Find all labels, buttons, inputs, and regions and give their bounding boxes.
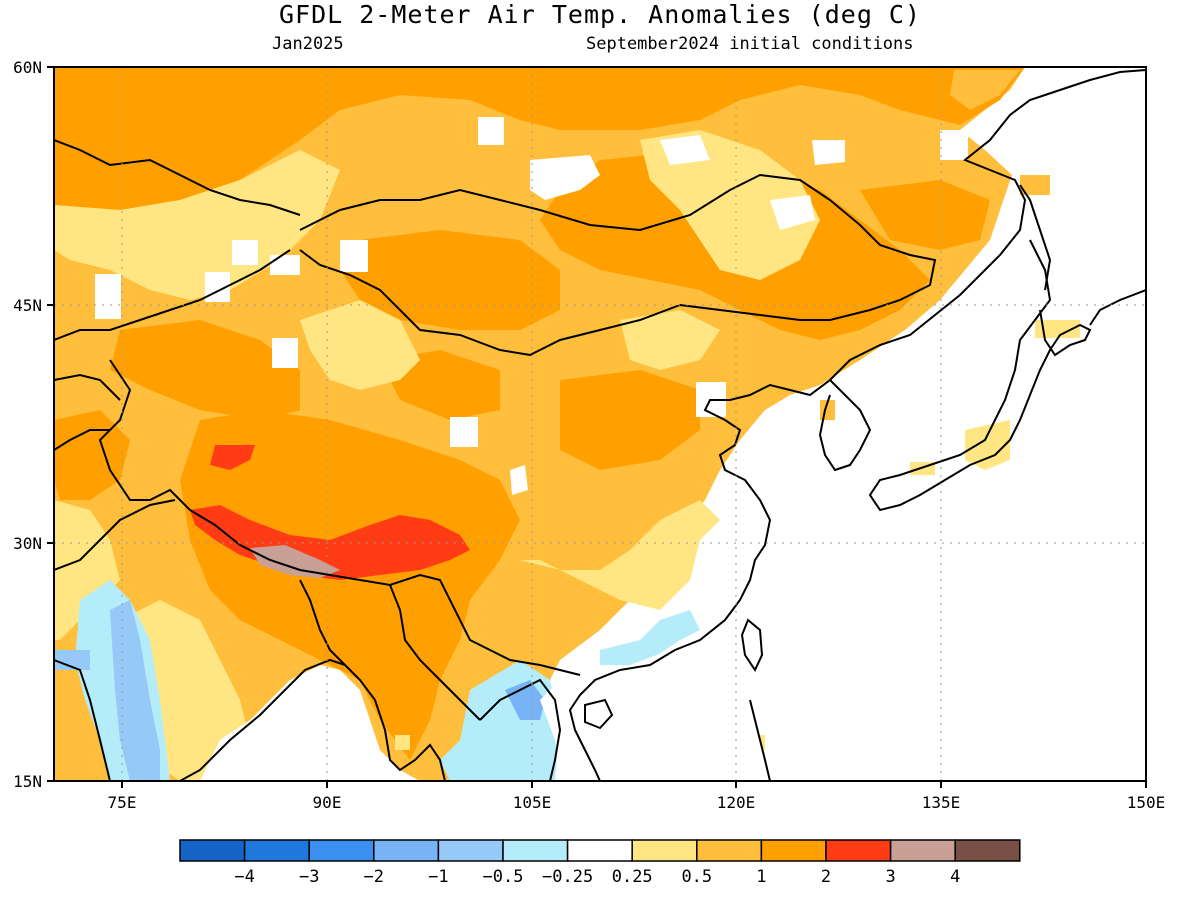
lat-label-45n: 45N [13, 296, 42, 315]
lat-label-15n: 15N [13, 772, 42, 791]
lon-label-75e: 75E [108, 793, 137, 812]
colorbar-swatch [696, 839, 763, 862]
map-title: GFDL 2-Meter Air Temp. Anomalies (deg C) [278, 0, 922, 29]
colorbar-swatch [631, 839, 698, 862]
colorbar-swatch [954, 839, 1021, 862]
anomaly-field [54, 67, 1146, 781]
colorbar-swatch [566, 839, 633, 862]
colorbar-label: 4 [950, 867, 960, 887]
colorbar-swatch [502, 839, 569, 862]
init-conditions: September2024 initial conditions [586, 34, 914, 54]
lat-label-60n: 60N [13, 58, 42, 77]
graticule [54, 67, 1146, 781]
colorbar-swatch [308, 839, 375, 862]
colorbar-label: −0.25 [542, 867, 593, 887]
colorbar-swatch [179, 839, 246, 862]
colorbar-label: 1 [756, 867, 766, 887]
colorbar-swatch [825, 839, 892, 862]
colorbar-swatch [760, 839, 827, 862]
valid-month: Jan2025 [272, 34, 344, 54]
lon-label-120e: 120E [717, 793, 756, 812]
colorbar-label: 0.25 [612, 867, 653, 887]
colorbar-swatch [243, 839, 310, 862]
coastlines-borders [54, 69, 1146, 781]
colorbar-swatch [373, 839, 440, 862]
colorbar-label: −0.5 [483, 867, 524, 887]
lon-label-105e: 105E [513, 793, 552, 812]
lon-label-90e: 90E [313, 793, 342, 812]
colorbar-swatch [437, 839, 504, 862]
colorbar-label: 3 [885, 867, 895, 887]
colorbar-label: 0.5 [681, 867, 712, 887]
colorbar-label: 2 [821, 867, 831, 887]
colorbar-label: −1 [428, 867, 448, 887]
lat-label-30n: 30N [13, 534, 42, 553]
colorbar: −4 −3 −2 −1 −0.5 −0.25 0.25 0.5 1 2 3 4 [179, 839, 1021, 887]
colorbar-label: −3 [299, 867, 319, 887]
map-frame [53, 66, 1147, 782]
colorbar-label: −2 [364, 867, 384, 887]
colorbar-label: −4 [234, 867, 254, 887]
lon-label-135e: 135E [922, 793, 961, 812]
colorbar-swatch [889, 839, 956, 862]
lon-label-150e: 150E [1127, 793, 1166, 812]
